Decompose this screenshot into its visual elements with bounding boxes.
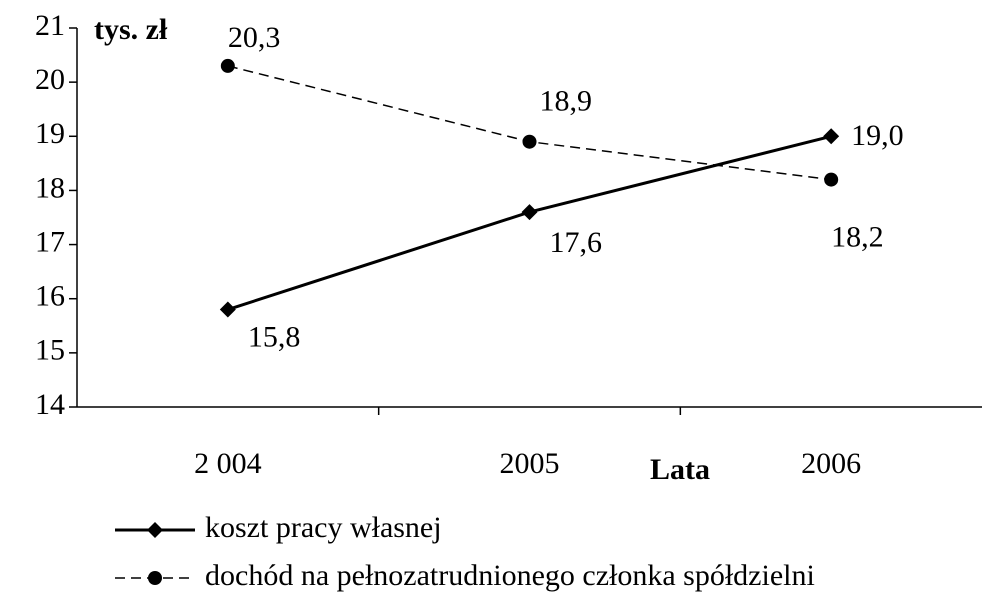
y-tick-label: 18 <box>35 171 65 204</box>
marker <box>220 58 235 73</box>
marker <box>522 134 537 149</box>
y-tick-label: 21 <box>35 9 65 42</box>
y-tick-label: 19 <box>35 117 65 150</box>
x-tick-label: 2 004 <box>194 447 262 480</box>
marker <box>823 128 840 145</box>
data-label: 19,0 <box>851 119 904 152</box>
data-label: 15,8 <box>248 320 300 353</box>
y-tick-label: 15 <box>35 334 65 367</box>
marker <box>521 204 538 221</box>
y-tick-label: 14 <box>35 388 65 421</box>
y-axis-label: tys. zł <box>94 13 168 46</box>
data-label: 18,9 <box>540 85 593 118</box>
x-tick-label: 2006 <box>801 447 861 480</box>
data-label: 20,3 <box>228 21 280 54</box>
y-tick-label: 16 <box>35 280 65 313</box>
data-label: 17,6 <box>550 226 603 259</box>
x-axis-label: Lata <box>650 453 710 486</box>
y-tick-label: 17 <box>35 225 65 258</box>
series-line <box>227 134 832 311</box>
x-tick-label: 2005 <box>500 447 560 480</box>
data-label: 18,2 <box>831 220 884 253</box>
marker <box>148 571 162 585</box>
marker <box>219 301 236 318</box>
marker <box>147 522 163 538</box>
series-line <box>227 65 832 181</box>
legend-label: koszt pracy własnej <box>205 511 442 544</box>
legend-label: dochód na pełnozatrudnionego członka spó… <box>205 559 815 592</box>
marker <box>824 172 839 187</box>
y-tick-label: 20 <box>35 63 65 96</box>
